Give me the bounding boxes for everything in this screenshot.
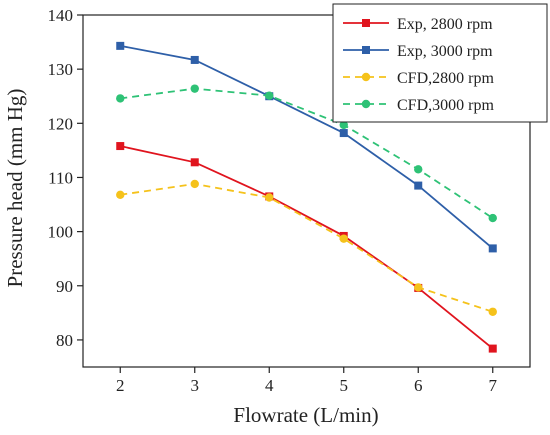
data-point bbox=[414, 283, 423, 292]
series-line bbox=[120, 183, 494, 313]
data-point bbox=[414, 181, 423, 190]
x-tick-label: 3 bbox=[191, 376, 200, 395]
data-point bbox=[265, 91, 274, 100]
series-3 bbox=[116, 179, 497, 316]
x-tick-label: 4 bbox=[265, 376, 274, 395]
legend-label: CFD,3000 rpm bbox=[397, 97, 494, 114]
legend: Exp, 2800 rpm Exp, 3000 rpm CFD,2800 rpm CF… bbox=[332, 3, 548, 123]
data-point bbox=[339, 120, 348, 130]
y-tick-label: 110 bbox=[48, 168, 73, 187]
data-point bbox=[265, 193, 274, 202]
x-tick-label: 2 bbox=[116, 376, 125, 395]
y-tick-label: 140 bbox=[48, 6, 74, 25]
data-point bbox=[488, 213, 497, 223]
data-point bbox=[116, 94, 125, 103]
x-tick-label: 5 bbox=[340, 376, 349, 395]
y-tick-label: 100 bbox=[48, 223, 74, 242]
data-point bbox=[488, 344, 497, 353]
legend-item: CFD,3000 rpm bbox=[343, 97, 494, 114]
data-point bbox=[339, 234, 348, 243]
legend-label: CFD,2800 rpm bbox=[397, 70, 494, 87]
data-point bbox=[190, 179, 199, 189]
y-tick-label: 120 bbox=[48, 114, 74, 133]
y-axis-title: Pressure head (mm Hg) bbox=[3, 89, 27, 288]
legend-swatch-marker bbox=[362, 19, 370, 27]
legend-item: Exp, 3000 rpm bbox=[343, 43, 493, 60]
data-point bbox=[339, 129, 348, 138]
x-tick-label: 7 bbox=[489, 376, 498, 395]
data-point bbox=[116, 190, 125, 199]
y-tick-label: 90 bbox=[56, 277, 73, 296]
x-tick-label: 6 bbox=[414, 376, 423, 395]
data-point bbox=[414, 165, 423, 174]
plot-frame bbox=[82, 14, 531, 368]
series-4 bbox=[116, 84, 497, 223]
legend-swatch-marker bbox=[361, 72, 371, 82]
series-line bbox=[120, 87, 494, 219]
x-axis-title: Flowrate (L/min) bbox=[233, 403, 378, 427]
data-point bbox=[488, 244, 497, 253]
legend-swatch-marker bbox=[362, 46, 370, 54]
series-line bbox=[120, 145, 494, 350]
data-point bbox=[488, 307, 497, 316]
y-tick-label: 130 bbox=[48, 60, 74, 79]
series-1 bbox=[116, 142, 497, 353]
data-point bbox=[190, 158, 199, 167]
series-layer bbox=[116, 41, 497, 353]
legend-item: Exp, 2800 rpm bbox=[343, 16, 493, 33]
legend-label: Exp, 3000 rpm bbox=[397, 43, 493, 60]
data-point bbox=[190, 84, 199, 93]
data-point bbox=[116, 41, 125, 50]
axes: 2 3 4 5 6 7 80 90 100 110 120 130 140 bbox=[48, 6, 531, 395]
data-point bbox=[116, 142, 125, 151]
data-point bbox=[190, 55, 199, 64]
series-line bbox=[120, 44, 494, 250]
y-tick-label: 80 bbox=[56, 331, 73, 350]
legend-swatch-marker bbox=[361, 99, 371, 109]
legend-item: CFD,2800 rpm bbox=[343, 70, 494, 87]
legend-label: Exp, 2800 rpm bbox=[397, 16, 493, 33]
